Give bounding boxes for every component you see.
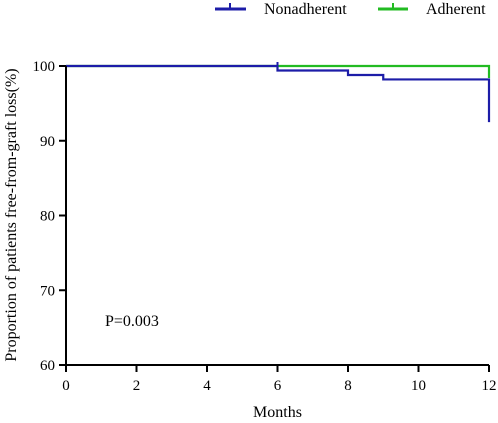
legend-item-nonadherent: Nonadherent (215, 1, 347, 18)
y-axis-ticks: 60 70 80 90 100 (33, 59, 66, 374)
x-axis-ticks: 0 2 4 6 8 10 12 (62, 365, 497, 394)
x-tick-label: 8 (344, 378, 352, 394)
x-tick-label: 10 (411, 378, 426, 394)
x-tick-label: 0 (62, 378, 70, 394)
y-tick-label: 70 (40, 283, 55, 299)
series-line-nonadherent (66, 64, 491, 123)
x-tick-label: 4 (203, 378, 211, 394)
legend-label-nonadherent: Nonadherent (264, 1, 347, 18)
legend-item-adherent: Adherent (378, 1, 486, 18)
x-tick-label: 12 (482, 378, 497, 394)
x-axis-title: Months (253, 404, 302, 421)
y-tick-label: 100 (33, 59, 56, 75)
y-axis-title: Proportion of patients free-from-graft l… (3, 68, 20, 361)
y-tick-label: 90 (40, 134, 55, 150)
plot-area: 60 70 80 90 100 0 2 4 6 8 10 12 (33, 59, 497, 394)
y-tick-label: 60 (40, 358, 55, 374)
series-layer (66, 62, 491, 123)
x-tick-label: 6 (274, 378, 282, 394)
legend: Nonadherent Adherent (215, 1, 486, 18)
y-tick-label: 80 (40, 209, 55, 225)
p-value-annotation: P=0.003 (105, 313, 159, 330)
legend-label-adherent: Adherent (426, 1, 486, 18)
x-tick-label: 2 (133, 378, 141, 394)
